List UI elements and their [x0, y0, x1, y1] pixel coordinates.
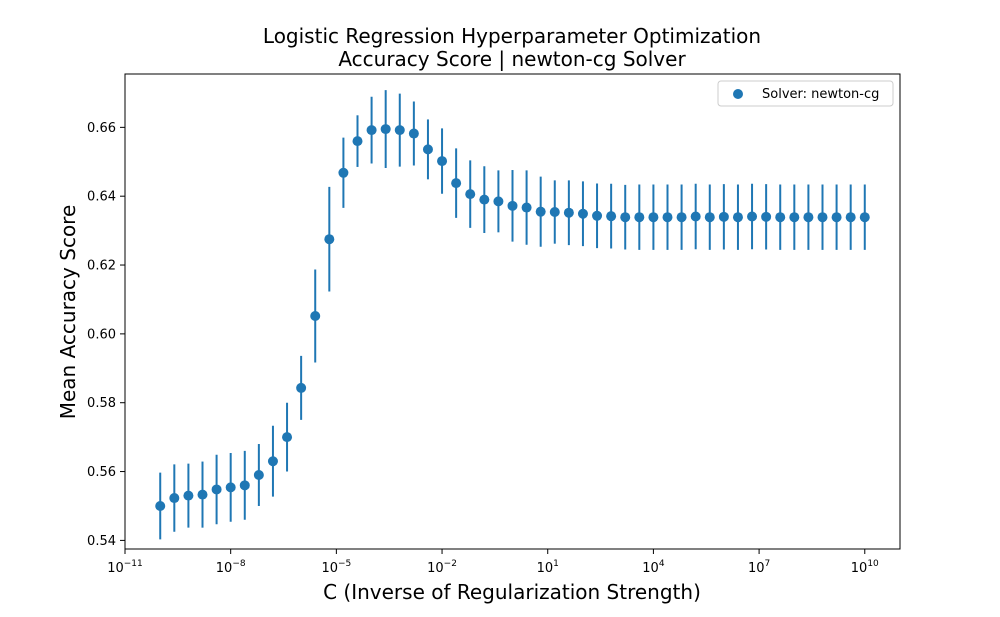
x-tick-label: 10−5 [321, 559, 351, 576]
y-tick-label: 0.66 [87, 121, 116, 136]
x-tick-label: 10−8 [216, 559, 246, 576]
data-point [606, 211, 617, 222]
data-point [465, 189, 476, 200]
legend-label: Solver: newton-cg [762, 87, 879, 102]
data-point [451, 178, 462, 189]
x-tick-label: 1010 [851, 559, 879, 576]
data-point [718, 211, 729, 222]
data-point [239, 480, 250, 491]
data-point [592, 210, 603, 221]
x-axis-label: C (Inverse of Regularization Strength) [323, 580, 701, 604]
data-point [549, 207, 560, 218]
y-tick-label: 0.54 [87, 534, 116, 549]
data-point [831, 212, 842, 223]
y-tick-label: 0.64 [87, 190, 116, 205]
data-point [817, 212, 828, 223]
x-tick-label: 10−11 [107, 559, 143, 576]
data-point [338, 167, 349, 178]
data-point [507, 200, 518, 211]
legend-box [717, 80, 894, 107]
chart-subtitle: Accuracy Score | newton-cg Solver [338, 47, 686, 71]
data-point [422, 144, 433, 155]
y-tick-label: 0.60 [87, 327, 116, 342]
legend: Solver: newton-cg [717, 80, 894, 107]
data-point [648, 212, 659, 223]
y-tick-label: 0.62 [87, 259, 116, 274]
data-point [155, 500, 166, 511]
data-point [775, 212, 786, 223]
data-point [380, 124, 391, 135]
data-point [169, 493, 180, 504]
data-point [211, 484, 222, 495]
data-point [267, 456, 278, 467]
axes-frame [124, 73, 901, 550]
data-point [493, 196, 504, 207]
data-point [310, 310, 321, 321]
data-point [845, 212, 856, 223]
y-axis: 0.54 0.56 0.58 0.60 0.62 0.64 0.66 [87, 121, 125, 549]
data-point [352, 136, 363, 147]
data-point [732, 212, 743, 223]
y-axis-label: Mean Accuracy Score [56, 205, 80, 420]
data-point [761, 211, 772, 222]
data-point [183, 490, 194, 501]
data-point [789, 212, 800, 223]
data-point [479, 194, 490, 205]
data-point [324, 234, 335, 245]
data-point [634, 212, 645, 223]
data-point [690, 211, 701, 222]
data-point [282, 432, 293, 443]
data-point [563, 207, 574, 218]
data-point [408, 128, 419, 139]
data-point [803, 212, 814, 223]
data-point [535, 206, 546, 217]
data-point [747, 211, 758, 222]
data-point [577, 208, 588, 219]
data-point [859, 212, 870, 223]
x-axis: 10−11 10−8 10−5 10−2 101 104 107 1010 [107, 549, 879, 576]
data-point [197, 489, 208, 500]
x-tick-label: 107 [748, 559, 770, 576]
data-point [394, 125, 405, 136]
x-tick-label: 104 [642, 559, 665, 576]
data-point [676, 212, 687, 223]
data-point [366, 125, 377, 136]
plot-area [155, 90, 870, 540]
data-point [704, 212, 715, 223]
x-tick-label: 101 [537, 559, 559, 576]
data-point [253, 469, 264, 480]
data-point [662, 212, 673, 223]
data-point [296, 382, 307, 393]
x-tick-label: 10−2 [427, 559, 457, 576]
data-point [521, 202, 532, 213]
data-point [620, 212, 631, 223]
legend-marker [733, 89, 743, 99]
y-tick-label: 0.58 [87, 396, 116, 411]
data-point [225, 482, 236, 493]
y-tick-label: 0.56 [87, 465, 116, 480]
data-point [437, 156, 448, 167]
chart-title: Logistic Regression Hyperparameter Optim… [263, 24, 761, 48]
